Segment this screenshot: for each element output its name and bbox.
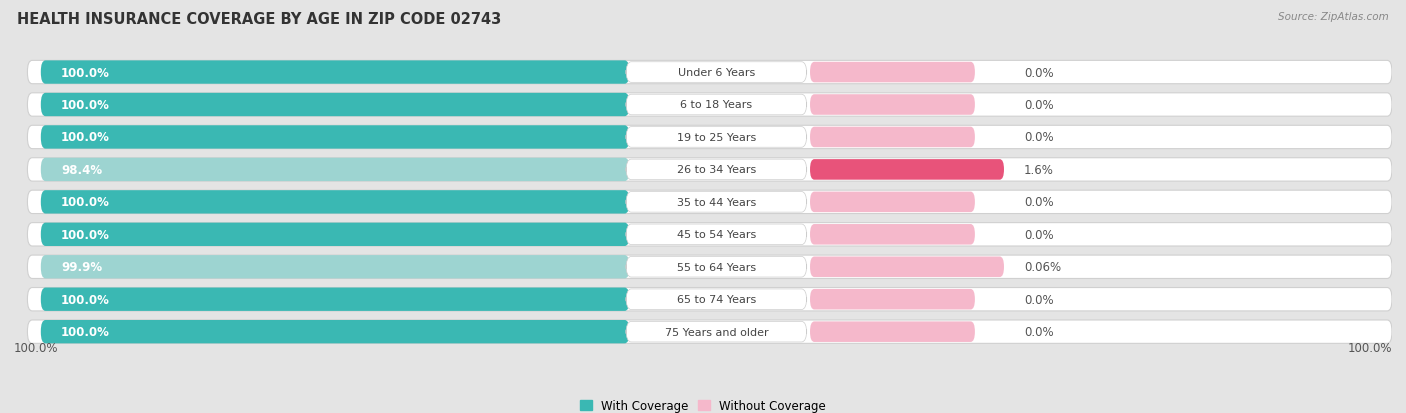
Text: 0.06%: 0.06% <box>1024 261 1062 273</box>
FancyBboxPatch shape <box>626 225 807 245</box>
FancyBboxPatch shape <box>626 289 807 310</box>
FancyBboxPatch shape <box>810 257 1004 278</box>
Text: 100.0%: 100.0% <box>60 99 110 112</box>
FancyBboxPatch shape <box>626 63 807 83</box>
FancyBboxPatch shape <box>810 225 974 245</box>
FancyBboxPatch shape <box>41 94 630 117</box>
Text: 1.6%: 1.6% <box>1024 164 1054 176</box>
FancyBboxPatch shape <box>626 160 807 180</box>
FancyBboxPatch shape <box>41 191 630 214</box>
FancyBboxPatch shape <box>626 95 807 116</box>
Text: 0.0%: 0.0% <box>1024 228 1053 241</box>
Text: 98.4%: 98.4% <box>60 164 103 176</box>
Text: 45 to 54 Years: 45 to 54 Years <box>676 230 756 240</box>
Text: 100.0%: 100.0% <box>14 342 59 354</box>
FancyBboxPatch shape <box>28 223 1392 247</box>
Text: 0.0%: 0.0% <box>1024 66 1053 79</box>
FancyBboxPatch shape <box>41 126 630 149</box>
FancyBboxPatch shape <box>41 320 630 344</box>
Legend: With Coverage, Without Coverage: With Coverage, Without Coverage <box>575 394 831 413</box>
Text: 100.0%: 100.0% <box>60 325 110 338</box>
FancyBboxPatch shape <box>28 288 1392 311</box>
FancyBboxPatch shape <box>810 63 974 83</box>
FancyBboxPatch shape <box>810 95 974 116</box>
FancyBboxPatch shape <box>28 320 1392 344</box>
FancyBboxPatch shape <box>28 256 1392 279</box>
Text: 26 to 34 Years: 26 to 34 Years <box>676 165 756 175</box>
Text: 19 to 25 Years: 19 to 25 Years <box>676 133 756 142</box>
Text: 0.0%: 0.0% <box>1024 325 1053 338</box>
Text: 99.9%: 99.9% <box>60 261 103 273</box>
Text: Source: ZipAtlas.com: Source: ZipAtlas.com <box>1278 12 1389 22</box>
Text: 100.0%: 100.0% <box>1347 342 1392 354</box>
FancyBboxPatch shape <box>626 127 807 148</box>
Text: 0.0%: 0.0% <box>1024 293 1053 306</box>
FancyBboxPatch shape <box>810 322 974 342</box>
FancyBboxPatch shape <box>28 126 1392 149</box>
Text: 100.0%: 100.0% <box>60 228 110 241</box>
FancyBboxPatch shape <box>28 158 1392 182</box>
FancyBboxPatch shape <box>28 94 1392 117</box>
Text: 65 to 74 Years: 65 to 74 Years <box>676 294 756 304</box>
FancyBboxPatch shape <box>28 191 1392 214</box>
FancyBboxPatch shape <box>810 192 974 213</box>
FancyBboxPatch shape <box>626 192 807 213</box>
FancyBboxPatch shape <box>626 257 807 278</box>
Text: Under 6 Years: Under 6 Years <box>678 68 755 78</box>
FancyBboxPatch shape <box>28 61 1392 85</box>
FancyBboxPatch shape <box>41 288 630 311</box>
Text: HEALTH INSURANCE COVERAGE BY AGE IN ZIP CODE 02743: HEALTH INSURANCE COVERAGE BY AGE IN ZIP … <box>17 12 501 27</box>
Text: 100.0%: 100.0% <box>60 66 110 79</box>
Text: 100.0%: 100.0% <box>60 293 110 306</box>
Text: 0.0%: 0.0% <box>1024 196 1053 209</box>
FancyBboxPatch shape <box>41 223 630 247</box>
Text: 35 to 44 Years: 35 to 44 Years <box>676 197 756 207</box>
Text: 6 to 18 Years: 6 to 18 Years <box>681 100 752 110</box>
FancyBboxPatch shape <box>41 61 630 85</box>
FancyBboxPatch shape <box>41 158 630 182</box>
Text: 0.0%: 0.0% <box>1024 99 1053 112</box>
FancyBboxPatch shape <box>810 289 974 310</box>
FancyBboxPatch shape <box>810 160 1004 180</box>
Text: 100.0%: 100.0% <box>60 131 110 144</box>
Text: 100.0%: 100.0% <box>60 196 110 209</box>
FancyBboxPatch shape <box>626 322 807 342</box>
FancyBboxPatch shape <box>810 127 974 148</box>
Text: 0.0%: 0.0% <box>1024 131 1053 144</box>
Text: 55 to 64 Years: 55 to 64 Years <box>676 262 756 272</box>
FancyBboxPatch shape <box>41 256 630 279</box>
Text: 75 Years and older: 75 Years and older <box>665 327 768 337</box>
